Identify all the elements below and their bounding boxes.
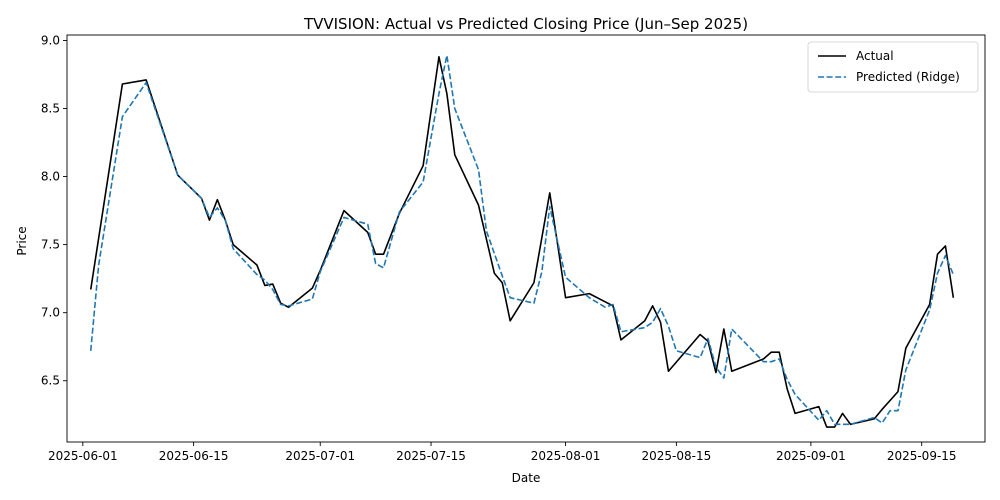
x-tick-label: 2025-07-15 bbox=[396, 449, 466, 463]
x-tick-label: 2025-06-01 bbox=[48, 449, 118, 463]
legend-box bbox=[807, 41, 979, 93]
legend-label: Actual bbox=[856, 49, 894, 63]
x-tick-label: 2025-08-01 bbox=[531, 449, 601, 463]
series-line-predicted bbox=[89, 54, 955, 426]
legend: Actual Predicted (Ridge) bbox=[807, 41, 979, 93]
x-tick-label: 2025-06-15 bbox=[159, 449, 229, 463]
y-tick-label: 8.0 bbox=[41, 170, 60, 184]
y-tick-label: 8.5 bbox=[41, 102, 60, 116]
y-tick-label: 7.0 bbox=[41, 306, 60, 320]
chart-title: TVVISION: Actual vs Predicted Closing Pr… bbox=[303, 15, 748, 33]
axes-frame bbox=[66, 34, 986, 443]
legend-label: Predicted (Ridge) bbox=[856, 70, 960, 84]
y-tick-label: 9.0 bbox=[41, 33, 60, 47]
x-tick-label: 2025-08-15 bbox=[641, 449, 711, 463]
y-tick-label: 6.5 bbox=[41, 374, 60, 388]
series-group bbox=[89, 54, 955, 428]
x-axis-title: Date bbox=[512, 471, 541, 485]
y-tick-label: 7.5 bbox=[41, 238, 60, 252]
x-tick-label: 2025-09-15 bbox=[887, 449, 957, 463]
axes: 2025-06-01 2025-06-15 2025-07-01 2025-07-15… bbox=[41, 33, 986, 463]
plot-background bbox=[67, 35, 985, 442]
x-tick-label: 2025-07-01 bbox=[285, 449, 355, 463]
x-tick-label: 2025-09-01 bbox=[776, 449, 846, 463]
plot-area bbox=[67, 35, 985, 442]
y-axis-title: Price bbox=[15, 226, 29, 255]
